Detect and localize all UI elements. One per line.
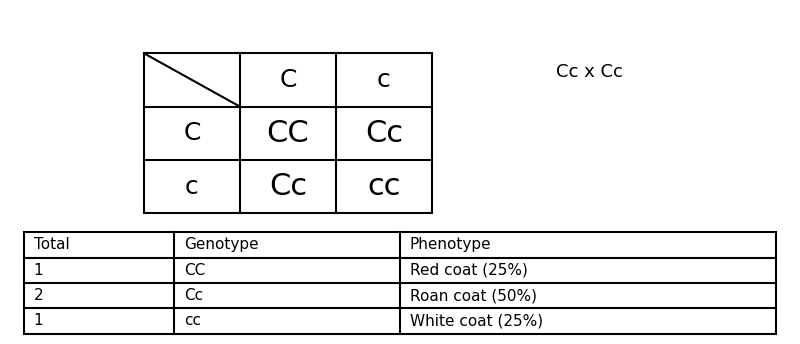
- Text: cc: cc: [184, 313, 201, 329]
- Text: 1: 1: [34, 263, 43, 278]
- Text: C: C: [183, 121, 201, 145]
- Text: 1: 1: [34, 313, 43, 329]
- Text: 2: 2: [34, 288, 43, 303]
- Text: Red coat (25%): Red coat (25%): [410, 263, 527, 278]
- Text: Phenotype: Phenotype: [410, 237, 491, 252]
- Text: Cc: Cc: [269, 172, 307, 201]
- Text: Cc: Cc: [184, 288, 203, 303]
- Text: Total: Total: [34, 237, 70, 252]
- Text: C: C: [279, 68, 297, 92]
- Text: c: c: [185, 175, 199, 198]
- Bar: [144, 53, 432, 213]
- Text: Cc: Cc: [365, 119, 403, 148]
- Text: Genotype: Genotype: [184, 237, 258, 252]
- Text: CC: CC: [266, 119, 310, 148]
- Text: CC: CC: [184, 263, 206, 278]
- Text: Roan coat (50%): Roan coat (50%): [410, 288, 537, 303]
- Text: c: c: [377, 68, 391, 92]
- Text: cc: cc: [367, 172, 401, 201]
- Bar: [24, 232, 776, 334]
- Text: White coat (25%): White coat (25%): [410, 313, 542, 329]
- Text: Cc x Cc: Cc x Cc: [556, 63, 623, 81]
